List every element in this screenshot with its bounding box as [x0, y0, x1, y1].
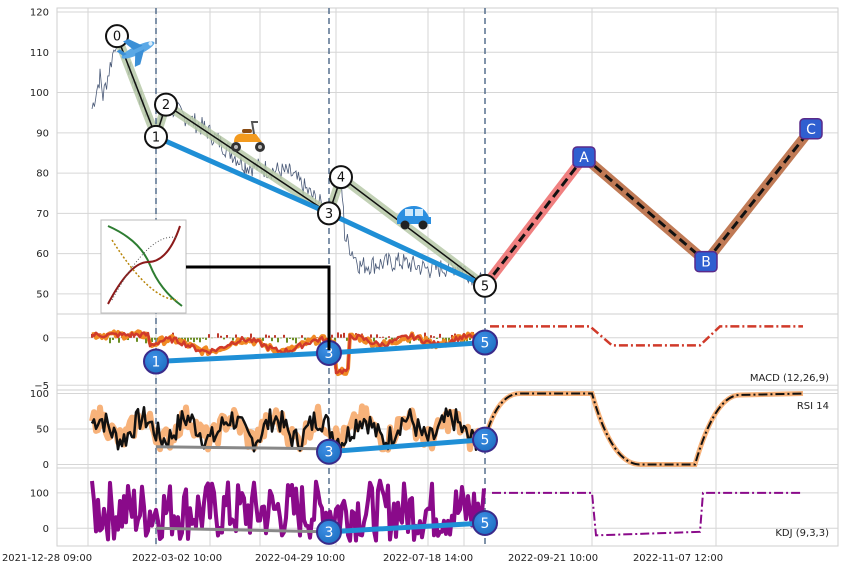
y-tick-label: 0: [43, 524, 49, 535]
y-tick-label: 50: [36, 289, 49, 300]
x-tick-label: 2022-03-02 10:00: [132, 553, 222, 564]
y-tick-label: 100: [30, 488, 49, 499]
divergence-circle: [316, 518, 342, 545]
projection-point-marker: C: [799, 118, 823, 140]
y-tick-label: 100: [30, 88, 49, 99]
y-tick-label: 100: [30, 389, 49, 400]
y-tick-label: 80: [36, 169, 49, 180]
macd-panel-label: MACD (12,26,9): [750, 373, 829, 384]
wave-point-marker: 1: [144, 124, 168, 149]
x-axis-ticks: 2021-12-28 09:00 2022-03-02 10:00 2022-04-…: [2, 553, 723, 564]
wave-point-label: 3: [325, 207, 333, 222]
kdj-projection-line: [492, 491, 803, 537]
y-tick-label: 0: [43, 333, 49, 344]
wave-point-circle: [144, 124, 168, 149]
kdj-divergence-marker: 5: [472, 509, 498, 536]
y-tick-label: 110: [30, 48, 49, 59]
rsi-reference-line: [155, 445, 330, 451]
projection-band: [480, 151, 589, 291]
projection-point-box: [694, 250, 718, 273]
projection-line: [704, 127, 813, 263]
y-tick-label: 50: [36, 425, 49, 436]
wave-point-marker: 5: [473, 273, 497, 298]
macd-divergence-marker: 1: [143, 348, 169, 375]
rsi-panel-label: RSI 14: [797, 401, 829, 412]
macd-divergence-marker: 5: [472, 329, 498, 356]
divergence-label: 3: [325, 445, 334, 461]
wave-point-label: 0: [113, 30, 121, 45]
divergence-label: 5: [481, 336, 490, 352]
divergence-label: 3: [325, 525, 334, 541]
rsi-divergence-line: [328, 437, 486, 455]
y-tick-label: 90: [36, 128, 49, 139]
divergence-label: 1: [152, 355, 161, 371]
kdj-line: [90, 478, 486, 543]
wave-point-marker: 0: [105, 24, 129, 49]
wave-point-marker: 3: [317, 201, 341, 226]
projection-point-label: B: [701, 255, 711, 271]
macd-divergence-marker: 3: [316, 339, 342, 366]
connector-line: [186, 265, 331, 350]
wave-point-label: 2: [162, 98, 170, 113]
projection-point-marker: B: [694, 250, 718, 273]
macd-line: [91, 331, 485, 375]
airplane-icon: [116, 39, 155, 67]
car-icon: [397, 206, 431, 230]
rsi-projection-line: [487, 392, 804, 466]
kdj-panel-label: KDJ (9,3,3): [775, 528, 829, 539]
y-tick-label: 0: [43, 460, 49, 471]
projection-point-box: [799, 118, 823, 140]
scooter-icon: [231, 121, 265, 152]
rsi-divergence-marker: 5: [472, 426, 498, 453]
wave-point-marker: 4: [329, 165, 353, 190]
wave-point-label: 5: [481, 279, 489, 294]
pattern-thumbnail: [100, 219, 187, 314]
wave-point-circle: [329, 165, 353, 190]
wave-point-circle: [105, 24, 129, 49]
rsi-line: [90, 405, 482, 453]
wave-point-marker: 2: [154, 92, 178, 117]
wave-point-label: 4: [337, 171, 345, 186]
kdj-divergence-marker: 3: [316, 518, 342, 545]
macd-projection-line: [490, 325, 803, 347]
x-tick-label: 2022-04-29 10:00: [255, 553, 345, 564]
projection-point-label: A: [579, 150, 589, 166]
x-tick-label: 2021-12-28 09:00: [2, 553, 92, 564]
divergence-circle: [472, 426, 498, 453]
divergence-label: 5: [481, 433, 490, 449]
divergence-circle: [316, 438, 342, 465]
rsi-divergence-marker: 3: [316, 438, 342, 465]
x-tick-label: 2022-07-18 14:00: [383, 553, 473, 564]
divergence-circle: [472, 329, 498, 356]
y-tick-label: −5: [34, 381, 49, 392]
x-tick-label: 2022-09-21 10:00: [508, 553, 598, 564]
x-tick-label: 2022-11-07 12:00: [633, 553, 723, 564]
kdj-divergence-line: [328, 520, 486, 535]
macd-panel: 0 −5 MACD (12,26,9): [34, 313, 839, 392]
y-tick-label: 70: [36, 209, 49, 220]
y-tick-label: 120: [30, 8, 49, 19]
divergence-label: 3: [325, 346, 334, 362]
divergence-circle: [143, 348, 169, 375]
projection-point-box: [572, 146, 596, 168]
wave-point-label: 1: [152, 130, 160, 145]
divergence-label: 5: [481, 516, 490, 532]
projection-point-label: C: [806, 122, 816, 138]
wave-point-circle: [317, 201, 341, 226]
kdj-reference-line: [155, 526, 330, 534]
projection-point-marker: A: [572, 146, 596, 168]
wave-point-circle: [154, 92, 178, 117]
wave-point-circle: [473, 273, 497, 298]
projection-line: [583, 155, 707, 263]
divergence-circle: [472, 509, 498, 536]
wave-line: [116, 35, 486, 287]
y-tick-label: 60: [36, 249, 49, 260]
